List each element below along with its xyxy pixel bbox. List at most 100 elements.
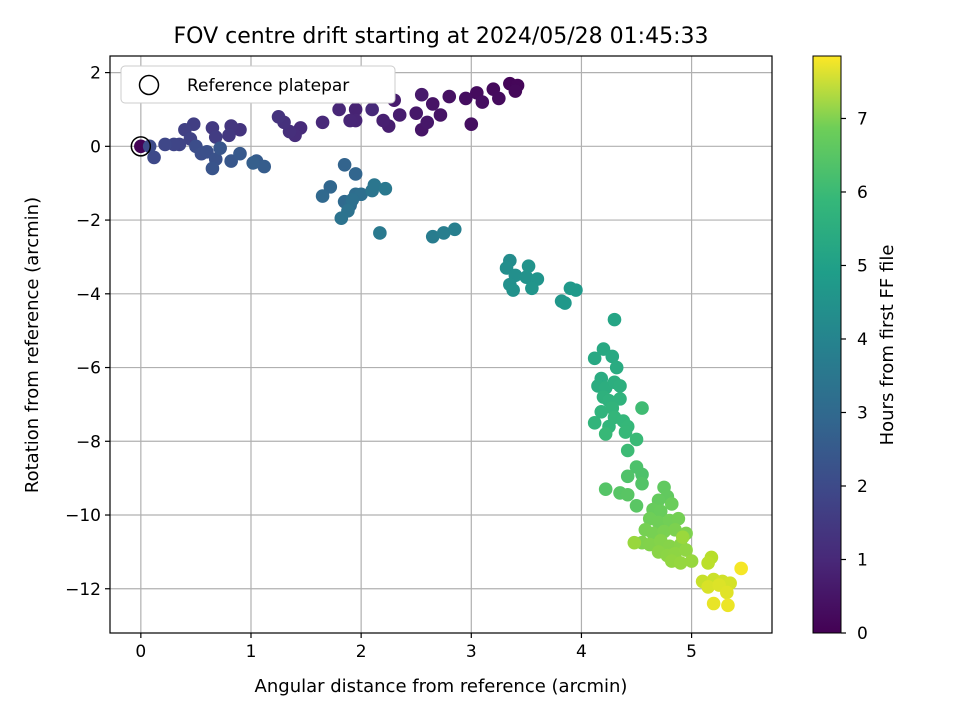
data-point <box>629 499 644 513</box>
data-point <box>208 130 223 144</box>
data-point <box>684 554 699 568</box>
colorbar-tick-label: 7 <box>857 109 868 129</box>
data-point <box>569 283 583 297</box>
data-point <box>664 497 679 511</box>
data-point <box>521 259 536 273</box>
data-point <box>158 137 172 152</box>
data-point <box>508 84 523 98</box>
data-point <box>345 192 360 207</box>
chart-title: FOV centre drift starting at 2024/05/28 … <box>174 24 709 49</box>
data-point <box>376 113 390 128</box>
data-point <box>332 102 346 117</box>
x-tick-label: 3 <box>466 642 477 662</box>
data-point <box>373 226 387 240</box>
colorbar-tick-label: 5 <box>857 256 868 276</box>
data-point <box>367 178 382 192</box>
data-point <box>609 360 624 375</box>
colorbar-tick-label: 1 <box>857 550 868 570</box>
data-point <box>598 482 613 497</box>
data-point <box>627 535 642 550</box>
data-point <box>620 443 635 458</box>
y-axis-ticks: −12 −10 −8 −6 −4 −2 0 2 <box>65 64 110 600</box>
data-point <box>701 580 715 594</box>
data-point <box>558 296 572 310</box>
y-tick-label: 0 <box>90 137 101 157</box>
data-point <box>620 487 635 502</box>
x-tick-label: 1 <box>246 642 257 662</box>
colorbar-tick-label: 0 <box>857 624 868 644</box>
data-point <box>594 404 609 419</box>
grid-lines <box>110 56 772 633</box>
x-tick-label: 4 <box>576 642 587 662</box>
colorbar: 0 1 2 3 4 5 6 7 Hours from first FF file <box>812 55 898 644</box>
data-point <box>271 110 286 124</box>
legend-marker-icon <box>138 74 160 96</box>
y-tick-label: −10 <box>65 506 101 526</box>
data-point <box>433 108 448 122</box>
colorbar-ticks: 0 1 2 3 4 5 6 7 <box>841 109 868 644</box>
data-point <box>348 102 363 117</box>
data-point <box>671 511 686 526</box>
legend-box <box>120 65 396 104</box>
data-point <box>620 469 635 484</box>
x-axis-ticks: 0 1 2 3 4 5 <box>135 633 697 662</box>
data-points <box>134 76 748 613</box>
data-point <box>205 161 220 176</box>
data-point <box>343 113 357 128</box>
data-point <box>635 476 649 491</box>
data-point <box>675 530 690 544</box>
data-point <box>246 156 260 170</box>
data-point <box>213 141 227 155</box>
colorbar-tick-label: 3 <box>857 403 868 423</box>
data-point <box>348 167 363 181</box>
x-tick-label: 5 <box>686 642 697 662</box>
reference-platepar-marker <box>130 136 152 157</box>
y-axis-label: Rotation from reference (arcmin) <box>22 197 43 493</box>
legend: Reference platepar <box>120 65 396 104</box>
x-tick-label: 2 <box>356 642 367 662</box>
y-tick-label: −4 <box>76 285 101 305</box>
data-point <box>233 146 247 161</box>
colorbar-tick-label: 2 <box>857 477 868 497</box>
data-point <box>635 401 649 415</box>
data-point <box>618 425 633 439</box>
y-tick-label: 2 <box>90 64 101 84</box>
data-point <box>222 128 236 143</box>
data-point <box>679 543 693 557</box>
data-point <box>587 416 602 430</box>
data-point <box>613 392 627 406</box>
data-point <box>525 281 539 296</box>
y-tick-label: −12 <box>65 580 101 600</box>
data-point <box>629 432 644 447</box>
data-point <box>365 102 379 117</box>
data-point <box>506 283 520 297</box>
data-point <box>720 585 734 600</box>
data-point <box>436 226 451 240</box>
data-point <box>734 561 748 576</box>
data-point <box>425 97 440 111</box>
data-point <box>147 150 161 165</box>
data-point <box>492 91 506 106</box>
data-point <box>598 427 613 441</box>
data-point <box>414 87 429 102</box>
data-point <box>458 91 473 106</box>
data-point <box>519 270 534 285</box>
reference-marker-layer <box>130 136 152 157</box>
colorbar-label: Hours from first FF file <box>877 245 898 446</box>
data-point <box>447 222 462 237</box>
data-point <box>706 596 721 611</box>
data-point <box>315 189 330 203</box>
colorbar-tick-label: 6 <box>857 183 868 203</box>
data-point <box>442 89 457 104</box>
data-point <box>323 180 338 194</box>
data-point <box>607 312 622 327</box>
data-point <box>587 351 602 366</box>
data-point <box>475 95 490 109</box>
data-point <box>701 556 715 570</box>
y-tick-label: −6 <box>76 359 101 379</box>
data-point <box>334 211 349 226</box>
plot-frame <box>109 55 773 634</box>
data-point <box>613 379 627 393</box>
y-tick-label: −8 <box>76 432 101 452</box>
